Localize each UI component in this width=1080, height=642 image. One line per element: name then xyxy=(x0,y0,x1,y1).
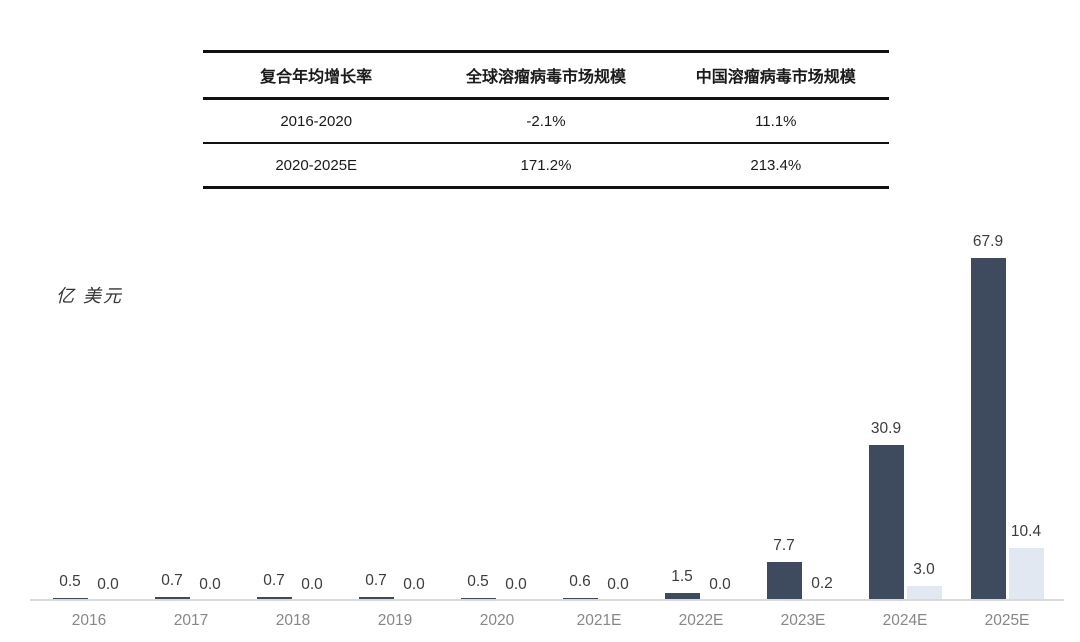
china-bar-column-2020: 0.0 xyxy=(499,205,534,601)
x-tick-2016: 2016 xyxy=(71,612,107,629)
global-bar-column-2021E: 0.6 xyxy=(562,205,598,601)
china-bar-column-2024E: 3.0 xyxy=(906,205,942,601)
global-value-label-2020: 0.5 xyxy=(467,572,489,590)
x-tick-2021E: 2021E xyxy=(576,612,622,629)
global-bar-column-2023E: 7.7 xyxy=(766,205,802,601)
global-value-label-2022E: 1.5 xyxy=(671,567,693,585)
global-bar-column-2018: 0.7 xyxy=(256,205,292,601)
global-bar-2022E xyxy=(664,593,700,601)
bar-group-2017: 0.7 0.0 xyxy=(140,205,242,601)
china-value-label-2024E: 3.0 xyxy=(913,560,935,578)
china-value-label-2018: 0.0 xyxy=(301,575,323,593)
cagr-table-header-row: 复合年均增长率 全球溶瘤病毒市场规模 中国溶瘤病毒市场规模 xyxy=(203,53,889,100)
global-value-label-2023E: 7.7 xyxy=(773,536,795,554)
table-row-2016-2020: 2016-2020 -2.1% 11.1% xyxy=(203,100,889,144)
x-axis-line xyxy=(30,599,1064,601)
global-bar-column-2022E: 1.5 xyxy=(664,205,700,601)
global-bar-column-2024E: 30.9 xyxy=(868,205,904,601)
x-tick-2017: 2017 xyxy=(173,612,209,629)
china-cagr-cell: 11.1% xyxy=(755,112,797,130)
x-tick-2020: 2020 xyxy=(479,612,515,629)
global-value-label-2017: 0.7 xyxy=(161,571,183,589)
bar-group-2022E: 1.5 0.0 xyxy=(650,205,752,601)
bar-group-2016: 0.5 0.0 xyxy=(38,205,140,601)
china-bar-column-2021E: 0.0 xyxy=(601,205,636,601)
china-value-label-2021E: 0.0 xyxy=(607,575,629,593)
china-cagr-cell: 213.4% xyxy=(750,156,802,174)
china-value-label-2019: 0.0 xyxy=(403,575,425,593)
period-cell: 2020-2025E xyxy=(275,156,358,174)
header-china-market: 中国溶瘤病毒市场规模 xyxy=(695,69,856,86)
china-bar-column-2018: 0.0 xyxy=(295,205,330,601)
china-bar-2025E xyxy=(1008,548,1044,601)
global-value-label-2016: 0.5 xyxy=(59,572,81,590)
china-bar-column-2022E: 0.0 xyxy=(703,205,738,601)
x-tick-2019: 2019 xyxy=(377,612,413,629)
header-cagr: 复合年均增长率 xyxy=(260,69,373,86)
global-value-label-2024E: 30.9 xyxy=(870,419,902,437)
china-bar-column-2025E: 10.4 xyxy=(1008,205,1044,601)
global-bar-2024E xyxy=(868,445,904,601)
x-tick-2025E: 2025E xyxy=(984,612,1030,629)
global-bar-column-2025E: 67.9 xyxy=(970,205,1006,601)
header-global-market: 全球溶瘤病毒市场规模 xyxy=(465,69,626,86)
x-axis-tick-labels: 2016 2017 2018 2019 2020 2021E 2022E 2023E 2024E… xyxy=(38,612,1058,630)
global-bar-2025E xyxy=(970,258,1006,601)
global-value-label-2025E: 67.9 xyxy=(972,232,1004,250)
china-value-label-2016: 0.0 xyxy=(97,575,119,593)
bar-group-2021E: 0.6 0.0 xyxy=(548,205,650,601)
bar-group-2019: 0.7 0.0 xyxy=(344,205,446,601)
global-bar-column-2017: 0.7 xyxy=(154,205,190,601)
bar-group-2025E: 67.9 10.4 xyxy=(956,205,1058,601)
cagr-table: 复合年均增长率 全球溶瘤病毒市场规模 中国溶瘤病毒市场规模 2016-2020 … xyxy=(203,50,889,189)
bar-group-2023E: 7.7 0.2 xyxy=(752,205,854,601)
global-value-label-2019: 0.7 xyxy=(365,571,387,589)
x-tick-2018: 2018 xyxy=(275,612,311,629)
global-bar-column-2016: 0.5 xyxy=(52,205,88,601)
china-bar-2024E xyxy=(906,586,942,601)
y-axis-unit-label: 亿 美元 xyxy=(56,286,124,306)
china-bar-column-2017: 0.0 xyxy=(193,205,228,601)
period-cell: 2016-2020 xyxy=(280,112,353,130)
global-cagr-cell: -2.1% xyxy=(526,112,566,130)
global-cagr-cell: 171.2% xyxy=(520,156,572,174)
x-tick-2023E: 2023E xyxy=(780,612,826,629)
china-value-label-2020: 0.0 xyxy=(505,575,527,593)
bar-group-2018: 0.7 0.0 xyxy=(242,205,344,601)
plot-area: 0.5 0.0 0.7 0.0 0.7 0.0 0.7 0.0 0.5 0.0 0.6 0.0 1.5 0… xyxy=(38,205,1058,601)
global-value-label-2018: 0.7 xyxy=(263,571,285,589)
china-value-label-2023E: 0.2 xyxy=(811,574,833,592)
china-value-label-2017: 0.0 xyxy=(199,575,221,593)
china-value-label-2022E: 0.0 xyxy=(709,575,731,593)
table-row-2020-2025E: 2020-2025E 171.2% 213.4% xyxy=(203,144,889,186)
global-bar-2023E xyxy=(766,562,802,601)
x-tick-2024E: 2024E xyxy=(882,612,928,629)
x-tick-2022E: 2022E xyxy=(678,612,724,629)
global-value-label-2021E: 0.6 xyxy=(569,572,591,590)
bar-group-2020: 0.5 0.0 xyxy=(446,205,548,601)
china-value-label-2025E: 10.4 xyxy=(1010,522,1042,540)
china-bar-column-2016: 0.0 xyxy=(91,205,126,601)
global-bar-column-2020: 0.5 xyxy=(460,205,496,601)
china-bar-column-2023E: 0.2 xyxy=(804,205,840,601)
global-bar-column-2019: 0.7 xyxy=(358,205,394,601)
bar-group-2024E: 30.9 3.0 xyxy=(854,205,956,601)
china-bar-column-2019: 0.0 xyxy=(397,205,432,601)
